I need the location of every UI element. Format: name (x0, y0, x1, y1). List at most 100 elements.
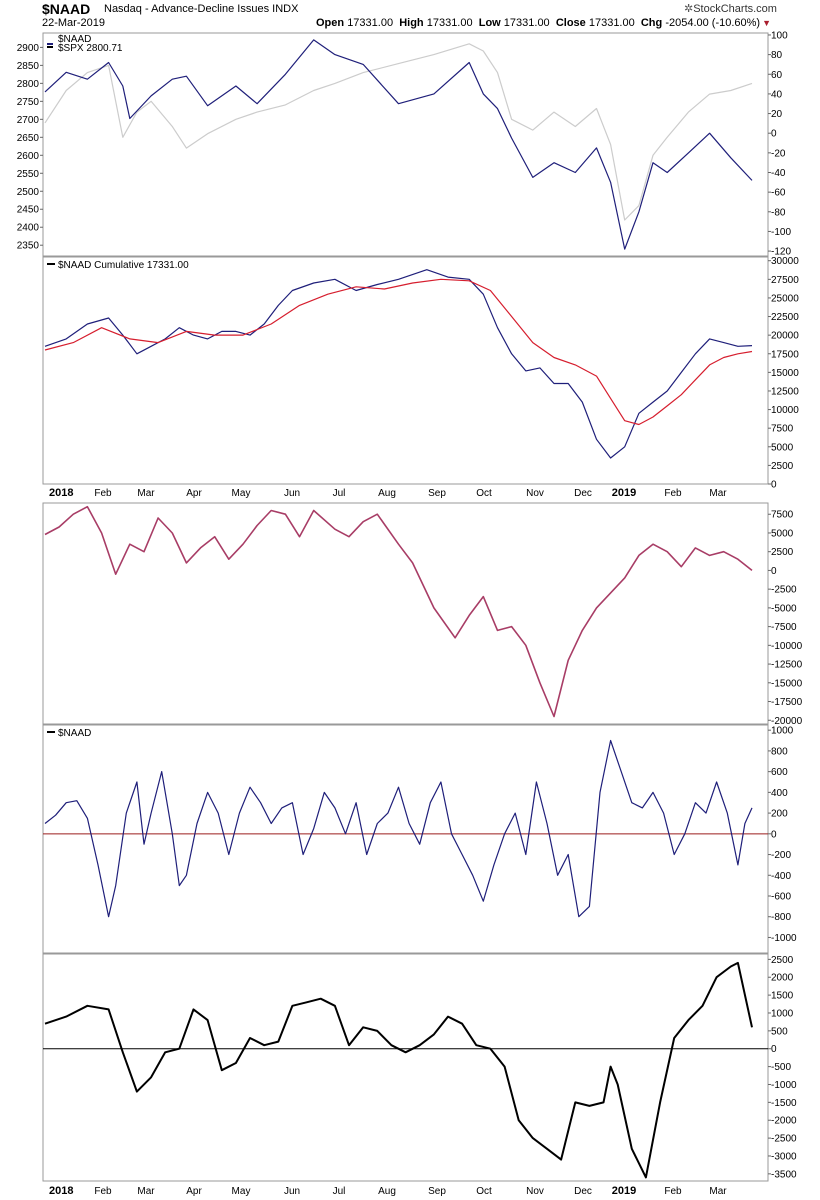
right-tick-label: 15000 (771, 368, 799, 379)
series-line--naad (44, 739, 753, 918)
left-tick-label: 2700 (17, 115, 40, 126)
right-tick-label: 12500 (771, 386, 799, 397)
left-tick-label: 2900 (17, 43, 40, 54)
left-tick-label: 2550 (17, 169, 40, 180)
right-tick-label: 2500 (771, 461, 794, 472)
x-tick-label: 2019 (612, 487, 636, 499)
panel-frame (42, 502, 769, 725)
panel-frame (42, 256, 769, 485)
x-tick-label: Feb (94, 488, 112, 499)
x-tick-label: 2018 (49, 1185, 73, 1197)
symbol-description: Nasdaq - Advance-Decline Issues INDX (104, 3, 298, 15)
left-tick-label: 2800 (17, 79, 40, 90)
chart-header: $NAAD Nasdaq - Advance-Decline Issues IN… (0, 0, 820, 32)
right-tick-label: 27500 (771, 275, 799, 286)
low-label: Low (478, 17, 501, 29)
chart-panel-4: -1000 -800 -600 -400 -200 0 200 400 600 800 1000 $N… (42, 724, 797, 954)
right-tick-label: 22500 (771, 312, 799, 323)
right-tick-label: 20 (771, 109, 783, 120)
right-tick-label: -20 (771, 148, 786, 159)
right-tick-label: -120 (771, 247, 791, 258)
right-tick-label: -7500 (771, 622, 797, 633)
chg-label: Chg (640, 17, 663, 29)
panel-title: $NAAD Cumulative 17331.00 (58, 260, 189, 271)
legend-swatch (47, 263, 55, 265)
right-tick-label: 0 (771, 129, 777, 140)
right-tick-label: -400 (771, 871, 791, 882)
right-tick-label: 30000 (771, 256, 799, 267)
right-tick-label: -600 (771, 892, 791, 903)
right-tick-label: 400 (771, 788, 788, 799)
right-tick-label: -40 (771, 168, 786, 179)
right-tick-label: -1000 (771, 1080, 797, 1091)
date-label: 22-Mar-2019 (42, 17, 105, 29)
right-tick-label: -15000 (771, 678, 803, 689)
chart-panel-5: -3500 -3000 -2500 -2000 -1500 -1000 -500 0 500 10… (42, 953, 797, 1182)
right-tick-label: 0 (771, 566, 777, 577)
symbol-label: $NAAD (42, 1, 91, 17)
brand-link[interactable]: ✲StockCharts.com (684, 2, 777, 15)
x-tick-label: Feb (664, 488, 682, 499)
right-tick-label: 1000 (771, 1008, 794, 1019)
right-tick-label: -3000 (771, 1151, 797, 1162)
x-tick-label: Dec (574, 488, 592, 499)
left-tick-label: 2450 (17, 205, 40, 216)
x-tick-label: 2019 (612, 1185, 636, 1197)
right-tick-label: 40 (771, 89, 783, 100)
x-tick-label: Oct (476, 1186, 492, 1197)
brand-text: StockCharts.com (693, 3, 777, 15)
x-tick-label: May (232, 488, 251, 499)
right-tick-label: 500 (771, 1026, 788, 1037)
left-tick-label: 2750 (17, 97, 40, 108)
x-tick-label: Aug (378, 488, 396, 499)
right-tick-label: 800 (771, 746, 788, 757)
right-tick-label: 5000 (771, 442, 794, 453)
right-tick-label: 7500 (771, 510, 794, 521)
x-axis: 2018 Feb Mar Apr May Jun Jul Aug Sep Oct Nov Dec 201… (49, 487, 727, 499)
right-tick-label: 2500 (771, 955, 794, 966)
x-tick-label: Sep (428, 488, 446, 499)
legend-swatch (47, 731, 55, 733)
x-tick-label: Feb (94, 1186, 112, 1197)
x-tick-label: Nov (526, 488, 544, 499)
right-tick-label: 0 (771, 829, 777, 840)
right-tick-label: -60 (771, 188, 786, 199)
x-tick-label: Mar (709, 488, 727, 499)
right-tick-label: 60 (771, 70, 783, 81)
x-tick-label: Dec (574, 1186, 592, 1197)
x-tick-label: Nov (526, 1186, 544, 1197)
right-tick-label: 25000 (771, 293, 799, 304)
x-tick-label: Jul (333, 488, 346, 499)
right-tick-label: 1000 (771, 726, 794, 737)
right-tick-label: -80 (771, 207, 786, 218)
right-tick-label: 0 (771, 480, 777, 491)
right-tick-label: 200 (771, 809, 788, 820)
gear-icon: ✲ (684, 3, 694, 15)
high-value: 17331.00 (426, 17, 473, 29)
x-tick-label: Aug (378, 1186, 396, 1197)
x-tick-label: Mar (137, 1186, 155, 1197)
chg-value: -2054.00 (-10.60%) (665, 17, 761, 29)
left-tick-label: 2500 (17, 187, 40, 198)
right-tick-label: -2500 (771, 1134, 797, 1145)
panel-frame (42, 32, 769, 257)
close-label: Close (555, 17, 586, 29)
quote-summary: Open 17331.00 High 17331.00 Low 17331.00… (316, 17, 771, 29)
chart-panel-1: -120 -100 -80 -60 -40 -20 0 20 40 60 80 100 2350 2400… (17, 30, 792, 257)
x-tick-label: Mar (137, 488, 155, 499)
right-tick-label: -1500 (771, 1098, 797, 1109)
chart-panel-3: -20000 -17500 -15000 -12500 -10000 -7500 -5000… (42, 502, 803, 727)
left-tick-label: 2850 (17, 61, 40, 72)
right-tick-label: 17500 (771, 349, 799, 360)
right-tick-label: -3500 (771, 1169, 797, 1180)
x-tick-label: 2018 (49, 487, 73, 499)
right-tick-label: 10000 (771, 405, 799, 416)
x-tick-label: May (232, 1186, 251, 1197)
x-tick-label: Apr (186, 488, 202, 499)
right-tick-label: 7500 (771, 424, 794, 435)
right-tick-label: -10000 (771, 641, 803, 652)
right-tick-label: -17500 (771, 697, 803, 708)
legend-swatch-spx (47, 46, 53, 48)
right-tick-label: 1500 (771, 991, 794, 1002)
